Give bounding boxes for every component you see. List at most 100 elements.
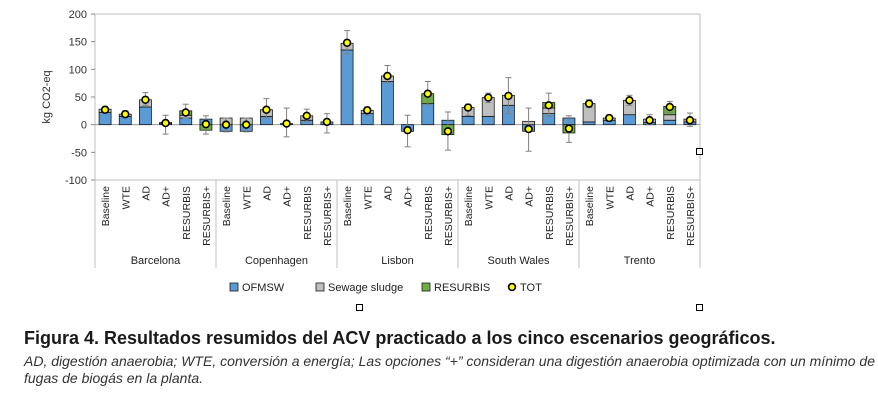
- legend-label-sewage-sludge: Sewage sludge: [328, 282, 403, 294]
- bar-ofmsw: [139, 106, 152, 126]
- caption-title: Figura 4. Resultados resumidos del ACV p…: [24, 328, 776, 348]
- tot-point: [665, 102, 674, 112]
- tot-point: [363, 106, 372, 115]
- tot-point: [544, 101, 553, 110]
- y-tick-label: -100: [65, 175, 87, 187]
- category-label: AD: [382, 186, 394, 201]
- tot-point: [564, 124, 574, 133]
- category-label: WTE: [483, 186, 495, 209]
- category-label: Baseline: [463, 186, 475, 226]
- bar-sewage-sludge: [663, 114, 677, 121]
- tot-point: [161, 118, 170, 128]
- category-label: WTE: [604, 186, 616, 209]
- figure-caption: Figura 4. Resultados resumidos del ACV p…: [24, 328, 876, 387]
- tot-point: [282, 119, 291, 128]
- category-label: RESURBIS+: [201, 186, 213, 246]
- category-label: AD+: [645, 186, 657, 207]
- resize-handle-bottom-right[interactable]: [696, 304, 703, 311]
- tot-point: [201, 119, 211, 129]
- category-label: AD: [140, 186, 152, 201]
- resize-handle-bottom-center[interactable]: [356, 304, 363, 311]
- bar-ofmsw: [381, 81, 394, 126]
- group-label: Barcelona: [131, 255, 181, 267]
- caption-subtitle: AD, digestión anaerobia; WTE, conversión…: [24, 353, 876, 386]
- legend-swatch-sewage-sludge: [315, 282, 325, 292]
- tot-point: [685, 116, 695, 125]
- bar-ofmsw: [98, 112, 112, 126]
- category-label: AD+: [161, 186, 173, 207]
- plot-border: [94, 13, 701, 181]
- category-label: RESURBIS: [181, 186, 193, 240]
- chart-area: -100 -50 0 50 100 150 200 kg CO2-eq Baseline WTE A…: [41, 9, 701, 294]
- category-label: Baseline: [221, 186, 233, 226]
- bar-ofmsw: [623, 114, 636, 126]
- tot-point: [605, 113, 614, 123]
- legend-swatch-resurbis: [421, 282, 431, 292]
- tot-point: [625, 96, 634, 105]
- tot-point: [100, 105, 110, 114]
- category-label: RESURBIS+: [564, 186, 576, 246]
- bar-ofmsw: [663, 119, 677, 126]
- category-label: RESURBIS: [423, 186, 435, 240]
- category-label: AD+: [282, 186, 294, 207]
- tot-point: [423, 89, 432, 98]
- tot-point: [181, 108, 190, 117]
- category-label: AD: [624, 186, 636, 201]
- category-label: AD: [261, 186, 273, 201]
- legend-swatch-ofmsw: [229, 282, 239, 292]
- group-label: Trento: [624, 255, 655, 267]
- y-tick-label: 50: [75, 92, 87, 104]
- tot-point: [121, 109, 130, 119]
- group-label: South Wales: [488, 255, 550, 267]
- legend-label-tot: TOT: [520, 282, 542, 294]
- category-label: Baseline: [342, 186, 354, 226]
- tot-point: [383, 71, 392, 81]
- tot-point: [584, 99, 594, 108]
- category-label: WTE: [362, 186, 374, 209]
- tot-point: [242, 120, 251, 129]
- y-tick-label: 200: [69, 9, 87, 21]
- category-label: RESURBIS: [302, 186, 314, 240]
- tot-point: [463, 103, 473, 112]
- tot-point: [484, 93, 493, 102]
- tot-point: [443, 127, 453, 136]
- bar-ofmsw: [582, 121, 596, 126]
- legend-label-resurbis: RESURBIS: [434, 282, 490, 294]
- category-label: WTE: [241, 186, 253, 209]
- tot-point: [645, 116, 654, 125]
- category-label: RESURBIS+: [685, 186, 697, 246]
- tot-point: [403, 125, 412, 135]
- category-label: AD+: [403, 186, 415, 207]
- bar-ofmsw: [179, 117, 193, 126]
- y-tick-label: -50: [71, 147, 87, 159]
- category-label: WTE: [120, 186, 132, 209]
- tot-point: [342, 38, 352, 47]
- y-tick-label: 0: [81, 120, 87, 132]
- tot-point: [322, 117, 332, 127]
- group-label: Copenhagen: [245, 255, 308, 267]
- category-label: AD: [503, 186, 515, 201]
- category-label: AD+: [524, 186, 536, 207]
- bar-ofmsw: [481, 115, 495, 126]
- category-label: RESURBIS: [665, 186, 677, 240]
- group-label: Lisbon: [381, 255, 413, 267]
- y-tick-label: 150: [69, 37, 87, 49]
- category-label: RESURBIS+: [322, 186, 334, 246]
- category-label: Baseline: [584, 186, 596, 226]
- legend-marker-tot: [507, 282, 517, 292]
- y-axis-title: kg CO2-eq: [41, 70, 53, 123]
- tot-point: [524, 124, 533, 134]
- y-tick-label: 100: [69, 64, 87, 76]
- bar-ofmsw: [340, 49, 354, 126]
- tot-point: [141, 95, 150, 104]
- tot-point: [504, 91, 513, 101]
- tot-point: [302, 111, 311, 121]
- bar-ofmsw: [421, 103, 435, 126]
- tot-point: [221, 120, 231, 129]
- resize-handle-right[interactable]: [696, 148, 703, 155]
- category-label: RESURBIS+: [443, 186, 455, 246]
- bar-ofmsw: [461, 115, 475, 126]
- category-label: RESURBIS: [544, 186, 556, 240]
- tot-point: [262, 105, 271, 114]
- legend-label-ofmsw: OFMSW: [242, 282, 285, 294]
